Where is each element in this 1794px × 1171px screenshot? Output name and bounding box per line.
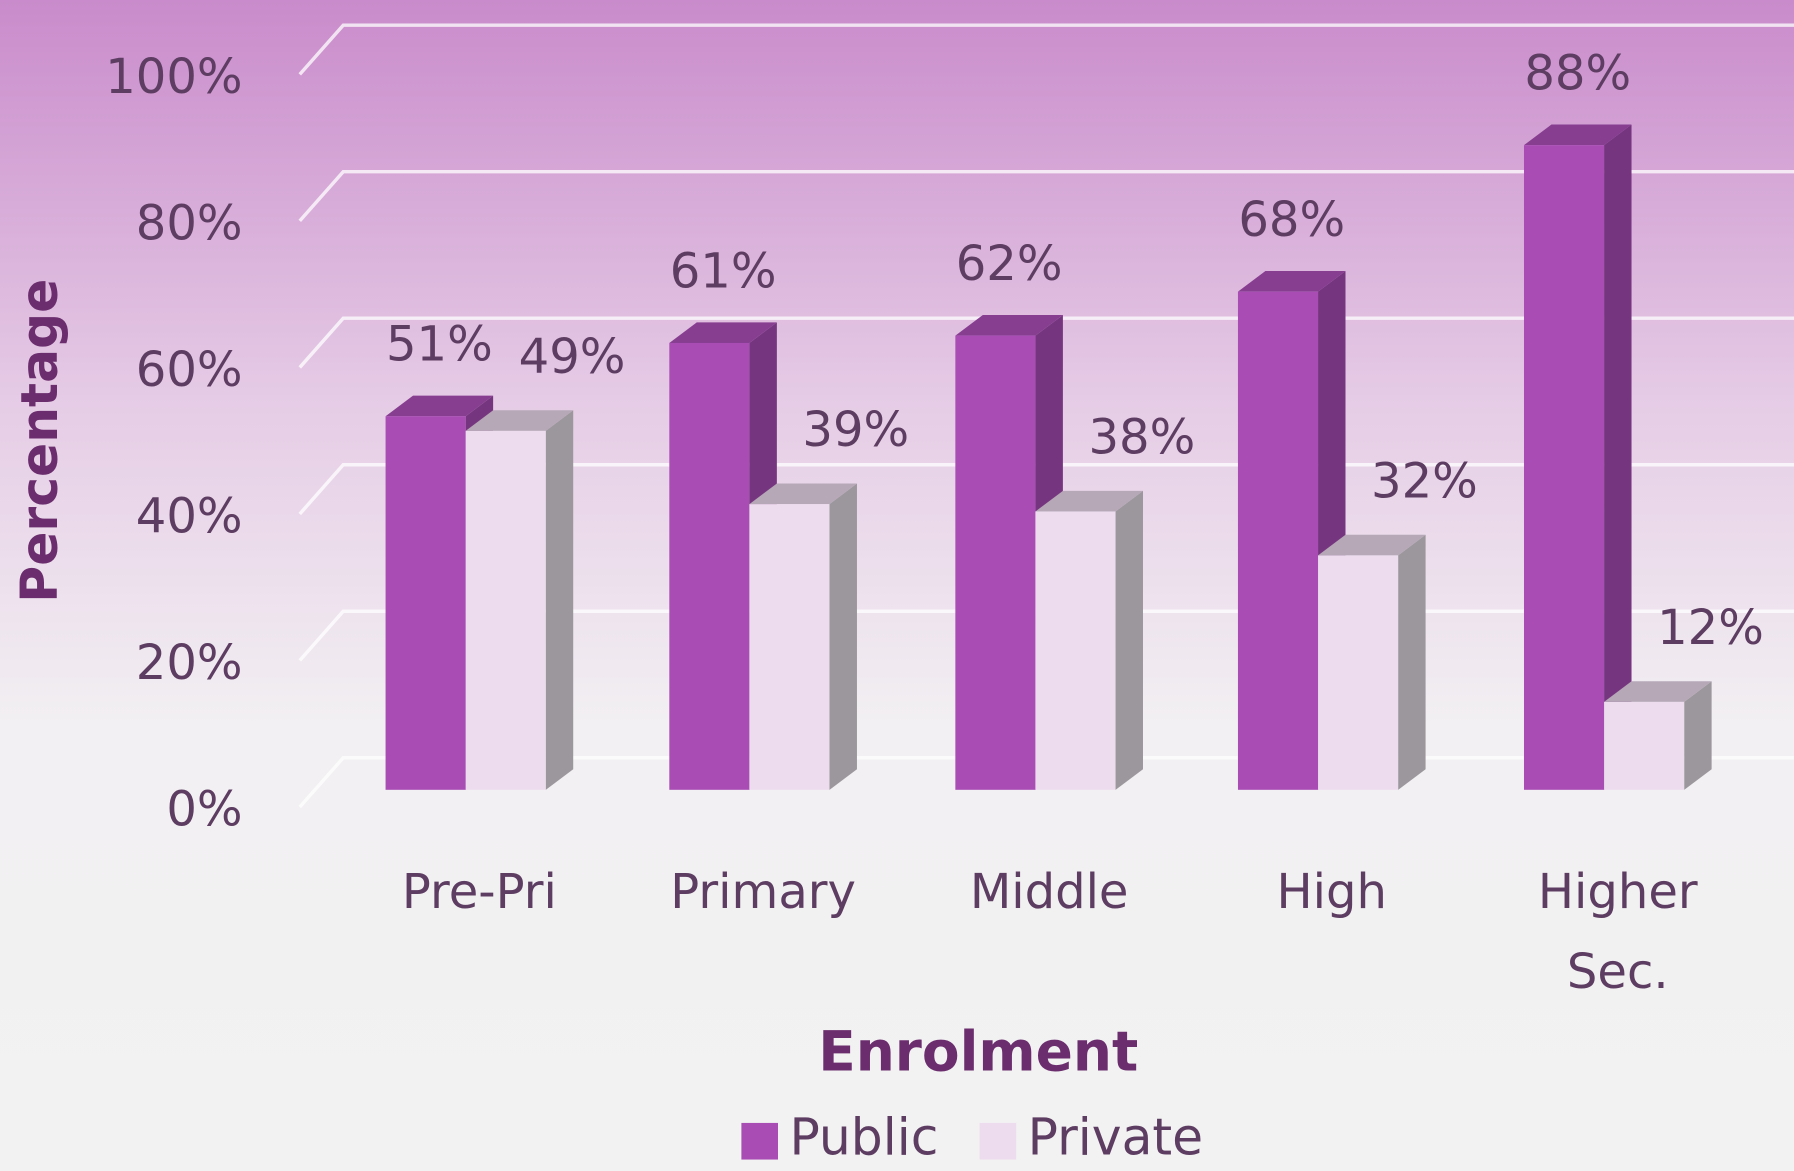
x-tick-line: Sec. — [1567, 944, 1669, 1000]
legend-label: Public — [789, 1108, 938, 1167]
bar — [1035, 490, 1143, 790]
y-tick-label: 20% — [136, 635, 243, 691]
x-tick-line: Higher — [1538, 864, 1698, 920]
y-tick-label: 100% — [105, 49, 242, 105]
bar-top — [955, 315, 1063, 336]
bar-top — [1237, 271, 1346, 292]
x-axis-title: Enrolment — [818, 1020, 1138, 1084]
value-label: 39% — [802, 402, 909, 458]
bar — [1523, 124, 1632, 790]
bar-top — [1035, 490, 1143, 512]
bar-top — [1604, 681, 1712, 702]
value-label: 32% — [1371, 453, 1478, 509]
bar-front — [669, 342, 750, 790]
bar-side — [1604, 124, 1632, 790]
value-label: 38% — [1088, 409, 1195, 465]
bar-front — [385, 416, 466, 790]
bar-top — [385, 395, 494, 417]
y-tick-label: 0% — [166, 782, 242, 838]
bar-front — [749, 504, 830, 790]
value-label: 12% — [1657, 600, 1764, 656]
bar-front — [1237, 291, 1319, 790]
bar-side — [1398, 534, 1426, 790]
bar-side — [829, 483, 857, 790]
bar-top — [465, 410, 574, 431]
bar-side — [1115, 490, 1143, 790]
bar-top — [1318, 534, 1426, 556]
bar-front — [1035, 511, 1116, 790]
x-tick-label: Pre-Pri — [402, 864, 557, 920]
value-label: 51% — [386, 317, 493, 373]
x-tick-label: Higher Sec. — [1538, 864, 1698, 1000]
bar — [465, 410, 574, 790]
value-label: 68% — [1238, 192, 1345, 248]
bar-front — [1604, 701, 1685, 790]
x-tick-label: Middle — [970, 864, 1129, 920]
bar — [1318, 534, 1426, 790]
y-axis-title: Percentage — [10, 279, 69, 603]
bar-top — [749, 483, 857, 505]
legend-label: Private — [1028, 1108, 1203, 1167]
grid-line — [298, 23, 1794, 76]
x-tick-label: Primary — [670, 864, 856, 920]
bar — [1604, 681, 1712, 790]
bar-side — [545, 410, 574, 790]
bar-front — [465, 430, 546, 790]
y-tick-label: 80% — [136, 196, 243, 252]
bar-front — [1318, 555, 1399, 790]
bar-front — [955, 335, 1036, 790]
legend-swatch — [741, 1122, 779, 1160]
bar — [1237, 271, 1346, 790]
bar-top — [1523, 124, 1632, 146]
y-tick-label: 60% — [136, 342, 243, 398]
bar-side — [1684, 681, 1712, 790]
x-tick-label: High — [1277, 864, 1387, 920]
value-label: 49% — [519, 329, 626, 385]
value-label: 62% — [956, 236, 1063, 292]
grid-line — [298, 169, 1794, 223]
bar-front — [1523, 145, 1605, 790]
y-tick-label: 40% — [136, 489, 243, 545]
bar — [749, 483, 857, 790]
legend-swatch — [979, 1122, 1017, 1160]
bar-top — [669, 322, 777, 343]
value-label: 88% — [1524, 45, 1631, 101]
value-label: 61% — [670, 243, 777, 299]
